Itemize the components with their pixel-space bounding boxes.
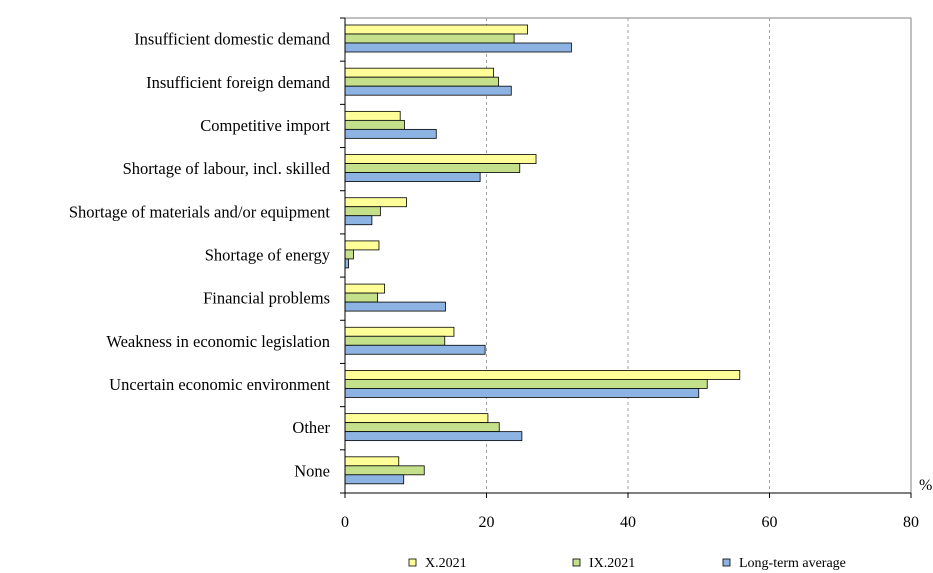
category-label: Uncertain economic environment [109, 375, 330, 394]
bar [344, 42, 572, 53]
bar [344, 456, 400, 467]
legend-swatch [722, 558, 731, 567]
legend-item: IX.2021 [572, 556, 635, 571]
category-label: None [294, 461, 330, 480]
bar [344, 24, 528, 35]
category-label: Shortage of labour, incl. skilled [123, 159, 331, 178]
bar [344, 249, 354, 260]
value-tick-label: 80 [903, 514, 919, 531]
bar [344, 128, 437, 139]
bar [344, 76, 499, 87]
bar [344, 163, 521, 173]
category-axis: Insufficient domestic demand Insufficient… [69, 17, 346, 494]
bar [344, 335, 446, 346]
bar [344, 422, 500, 433]
category-label: Insufficient foreign demand [146, 73, 331, 92]
category-label: Insufficient domestic demand [134, 30, 331, 49]
category-label: Weakness in economic legislation [106, 332, 330, 351]
bar [344, 283, 386, 294]
category-label: Other [292, 418, 330, 437]
value-tick-label: 60 [762, 514, 778, 531]
category-label: Shortage of materials and/or equipment [69, 202, 331, 221]
legend-label: Long-term average [739, 556, 846, 571]
value-axis: 0 20 40 60 80 [341, 492, 919, 531]
value-tick-label: 20 [479, 514, 495, 531]
bar [344, 431, 523, 442]
bar [344, 110, 401, 121]
bar [344, 301, 446, 312]
bar [344, 326, 455, 337]
bar [344, 344, 486, 355]
bar [344, 258, 349, 269]
bar [344, 474, 405, 485]
category-label: Shortage of energy [205, 246, 331, 265]
legend: X.2021 IX.2021 Long-term average [408, 556, 846, 571]
bar [344, 240, 380, 251]
value-tick-label: 0 [341, 514, 349, 531]
bar [344, 119, 405, 130]
legend-swatch [572, 558, 581, 567]
bar [344, 154, 537, 164]
unit-label: % [919, 477, 932, 494]
bar [344, 67, 494, 78]
bar [344, 206, 381, 217]
bar [344, 172, 481, 182]
bar [344, 370, 741, 380]
legend-item: X.2021 [408, 556, 467, 571]
legend-swatch [408, 558, 417, 567]
gridlines [486, 18, 770, 493]
bar [344, 215, 373, 226]
legend-label: X.2021 [425, 556, 467, 571]
bar [344, 33, 515, 44]
legend-item: Long-term average [722, 556, 846, 571]
bar [344, 465, 425, 476]
value-tick-label: 40 [620, 514, 636, 531]
category-label: Financial problems [203, 289, 330, 308]
bar [344, 85, 512, 96]
legend-label: IX.2021 [589, 556, 635, 571]
bar [344, 413, 489, 424]
category-label: Competitive import [200, 116, 330, 135]
bar [344, 292, 378, 303]
bar [344, 379, 708, 389]
bar [344, 388, 700, 398]
bar [344, 197, 407, 208]
